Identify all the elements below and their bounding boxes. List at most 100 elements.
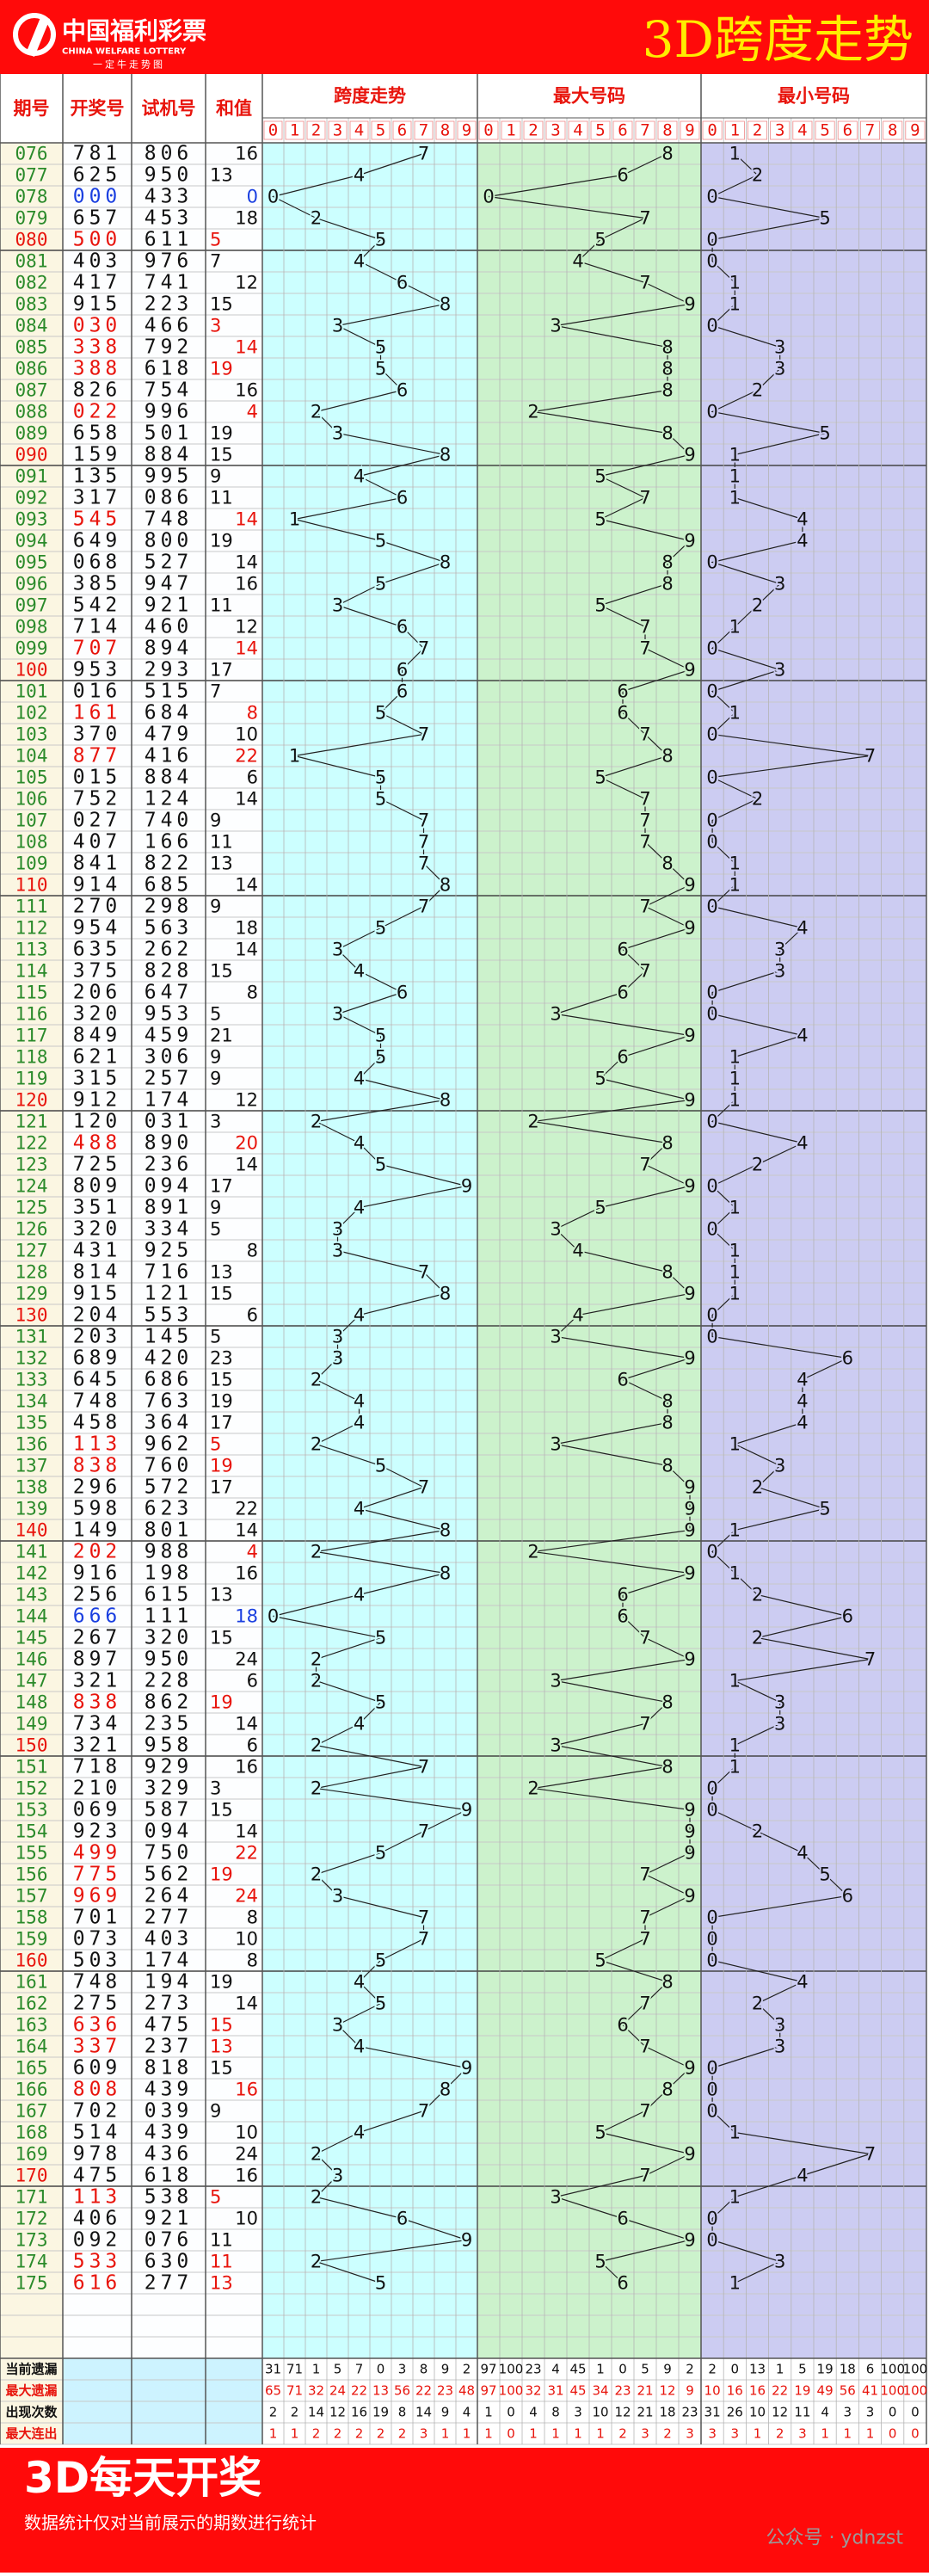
draw-number: 689 [73,1347,122,1370]
stat-value: 1 [484,2426,493,2442]
sum: 19 [210,1692,233,1713]
span-point: 5 [375,1456,386,1476]
stat-value: 3 [731,2426,740,2442]
span-point: 6 [397,273,408,293]
period: 172 [15,2209,48,2229]
span-point: 5 [375,789,386,810]
draw-number: 914 [73,874,122,897]
max-point: 7 [639,208,650,229]
min-point: 1 [729,144,741,164]
test-number: 562 [145,1864,194,1886]
min-point: 1 [729,1434,741,1455]
period: 083 [15,294,48,315]
max-point: 9 [684,2058,695,2079]
sum: 14 [235,789,258,810]
draw-number: 781 [73,143,122,165]
sum: 8 [247,1907,258,1928]
min-point: 5 [819,423,830,444]
min-point: 0 [706,187,717,207]
sum: 8 [247,703,258,724]
sum: 14 [235,1714,258,1735]
sum: 14 [235,1821,258,1842]
span-point: 5 [375,703,386,724]
draw-number: 636 [73,2014,122,2037]
max-point: 3 [550,1735,561,1756]
sum: 15 [210,1284,233,1304]
digit-box [523,120,544,140]
test-number: 538 [145,2186,194,2209]
draw-number: 503 [73,1950,122,1972]
stat-value: 2 [355,2426,364,2442]
stat-value: 100 [903,2383,928,2399]
min-point: 1 [729,875,741,896]
logo-cn: 中国福利彩票 [62,17,206,46]
stat-value: 4 [529,2405,538,2420]
draw-number: 916 [73,1562,122,1585]
digit-header: 4 [797,121,807,140]
span-point: 4 [354,2037,365,2057]
stat-value: 2 [686,2362,694,2377]
sum: 9 [210,897,221,917]
span-point: 6 [397,488,408,508]
span-point: 7 [418,810,429,831]
test-number: 792 [145,336,194,359]
max-point: 7 [639,961,650,982]
test-number: 194 [145,1971,194,1994]
test-number: 436 [145,2143,194,2166]
stat-value: 3 [420,2426,428,2442]
test-number: 806 [145,143,194,165]
max-point: 6 [617,681,628,702]
footer-note: 数据统计仅对当前展示的期数进行统计 [24,2512,317,2533]
span-point: 3 [332,1348,343,1369]
test-number: 988 [145,1541,194,1563]
max-point: 8 [661,1391,673,1412]
stat-value: 31 [547,2383,563,2399]
span-point: 2 [311,1671,322,1692]
sum: 10 [235,2209,258,2229]
stat-value: 10 [749,2405,766,2420]
draw-number: 912 [73,1089,122,1112]
test-number: 553 [145,1304,194,1327]
digit-header: 9 [910,121,920,140]
draw-number: 666 [73,1605,122,1628]
max-point: 2 [527,402,538,422]
draw-number: 431 [73,1240,122,1262]
stat-value: 2 [269,2405,278,2420]
min-point: 3 [774,2037,785,2057]
test-number: 587 [145,1799,194,1821]
sum: 15 [210,445,233,465]
draw-number: 320 [73,1218,122,1241]
digit-header: 3 [551,121,560,140]
period: 134 [15,1391,48,1412]
test-number: 277 [145,1907,194,1929]
draw-number: 458 [73,1412,122,1434]
draw-number: 475 [73,2165,122,2187]
draw-number: 598 [73,1498,122,1520]
digit-box [860,120,881,140]
stat-value: 18 [659,2405,675,2420]
test-number: 306 [145,1046,194,1069]
digit-header: 6 [843,121,852,140]
span-point: 5 [375,230,386,250]
sum: 14 [235,638,258,659]
min-point: 3 [774,940,785,960]
sum: 16 [235,574,258,595]
digit-box [724,120,745,140]
test-number: 094 [145,1175,194,1198]
test-number: 334 [145,1218,194,1241]
sum: 9 [210,1069,221,1089]
sum: 23 [210,1348,233,1369]
min-point: 4 [797,1026,808,1046]
digit-header: 5 [820,121,829,140]
sum: 5 [210,1327,221,1347]
digit-header: 5 [595,121,605,140]
period: 154 [15,1821,48,1842]
max-point: 5 [594,2252,606,2272]
draw-number: 296 [73,1476,122,1499]
period: 104 [15,746,48,767]
period: 081 [15,251,48,272]
max-point: 9 [684,1886,695,1907]
draw-number: 915 [73,293,122,316]
period: 106 [15,789,48,810]
